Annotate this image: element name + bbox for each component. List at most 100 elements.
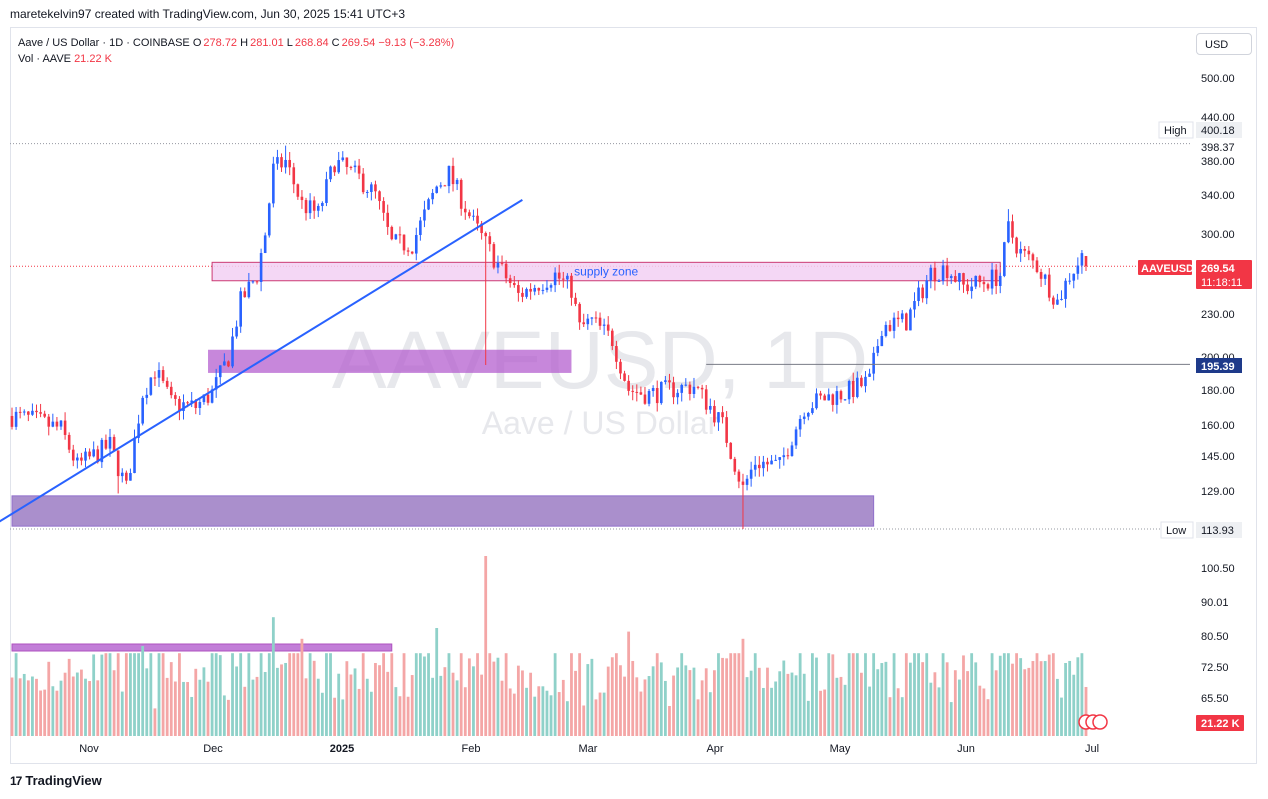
volume-bar — [766, 667, 769, 736]
symbol-label-box — [1138, 260, 1192, 275]
volume-bar — [145, 668, 149, 736]
currency-button[interactable]: USD — [1196, 33, 1252, 55]
time-tick-label: 2025 — [330, 743, 354, 755]
legend-ohlc-row: Aave / US Dollar · 1D · COINBASE O 278.72… — [18, 35, 454, 51]
candle-body — [353, 165, 357, 168]
candle-body — [635, 391, 639, 393]
candle-body — [390, 226, 394, 240]
candle-body — [357, 165, 361, 174]
candle — [296, 183, 300, 200]
volume-bar — [129, 653, 132, 736]
candle-body — [251, 281, 255, 283]
candle-body — [737, 471, 741, 482]
candle — [606, 316, 610, 336]
volume-bar — [1019, 658, 1023, 736]
candle — [100, 437, 104, 468]
legend-volume-row: Vol · AAVE 21.22 K — [18, 51, 454, 67]
candle — [725, 411, 728, 448]
candle — [1068, 273, 1071, 285]
candle — [357, 158, 361, 180]
candle-body — [292, 167, 296, 185]
volume-bar — [267, 653, 271, 736]
volume-bar — [218, 655, 222, 736]
volume-bar — [672, 675, 675, 736]
candle-body — [517, 285, 520, 293]
time-tick-label: Jul — [1085, 743, 1099, 755]
candle — [288, 151, 291, 176]
volume-bar — [186, 682, 189, 736]
volume-bar — [521, 670, 524, 736]
drawing-lines-layer[interactable] — [0, 199, 1190, 531]
candle — [496, 255, 500, 274]
candle — [259, 248, 263, 292]
candle — [594, 311, 598, 323]
candle — [231, 327, 234, 369]
volume-bar — [247, 653, 251, 736]
volume-bar — [312, 660, 316, 736]
volume-bar — [651, 666, 655, 736]
candles-layer[interactable] — [10, 145, 1088, 529]
volume-bar — [508, 688, 512, 736]
low-value: 113.93 — [1201, 525, 1234, 537]
candle — [831, 393, 835, 412]
candle-body — [333, 166, 336, 173]
candle-body — [231, 336, 234, 367]
candle-body — [998, 275, 1002, 286]
candle — [71, 444, 75, 467]
candle-body — [778, 457, 782, 460]
candle — [243, 287, 247, 298]
candle-body — [133, 437, 136, 474]
candle — [994, 264, 998, 295]
volume-bar — [843, 684, 847, 736]
volume-bar — [668, 705, 671, 736]
candle — [443, 184, 447, 187]
candle-body — [431, 192, 434, 200]
volume-bar — [345, 661, 349, 736]
volume-bar — [80, 669, 83, 736]
last-price-box — [1196, 260, 1252, 289]
candle — [1027, 246, 1031, 261]
candle — [1047, 267, 1051, 302]
candle — [884, 321, 888, 338]
volume-bar — [382, 653, 386, 736]
candle-body — [76, 457, 79, 461]
candle-body — [1060, 298, 1063, 300]
volume-bar — [84, 678, 87, 736]
zones-layer[interactable]: supply zone — [11, 261, 1001, 652]
candle-body — [704, 389, 708, 410]
candle — [468, 209, 471, 219]
candle — [218, 365, 222, 385]
time-axis[interactable]: Nov Dec 2025 Feb Mar Apr May Jun Jul — [79, 743, 1099, 755]
volume-bar — [480, 674, 484, 736]
tradingview-footer[interactable]: 17 TradingView — [10, 773, 102, 788]
candle-body — [594, 317, 598, 319]
candle-body — [1043, 274, 1047, 279]
price-tick-label: 398.37 — [1201, 142, 1235, 154]
tradingview-logo-icon: 17 — [10, 773, 22, 788]
candle-body — [1015, 237, 1018, 254]
candle-body — [647, 391, 651, 404]
volume-bar — [484, 556, 488, 736]
volume-bar — [271, 617, 275, 736]
volume-bar — [958, 679, 961, 736]
volume-bar — [1007, 653, 1010, 736]
volume-bar — [71, 676, 75, 736]
price-axis[interactable]: 500.00 440.00 398.37 380.00 340.00 300.00 230.… — [1078, 73, 1252, 731]
chart-attribution: maretekelvin97 created with TradingView.… — [10, 7, 406, 21]
volume-bar — [647, 676, 651, 736]
volume-bar — [614, 653, 618, 736]
candle-body — [145, 394, 149, 398]
volume-bar — [565, 701, 569, 736]
candle-body — [525, 288, 528, 297]
volume-bar — [447, 653, 451, 736]
volume-bar — [725, 658, 729, 736]
candle-body — [574, 297, 577, 304]
candle — [223, 353, 226, 366]
volume-bar — [22, 673, 26, 736]
candle — [811, 402, 814, 415]
volume-bar — [884, 661, 888, 736]
volume-bar — [357, 688, 361, 736]
volume-bar — [590, 658, 594, 736]
candle-body — [880, 335, 884, 347]
